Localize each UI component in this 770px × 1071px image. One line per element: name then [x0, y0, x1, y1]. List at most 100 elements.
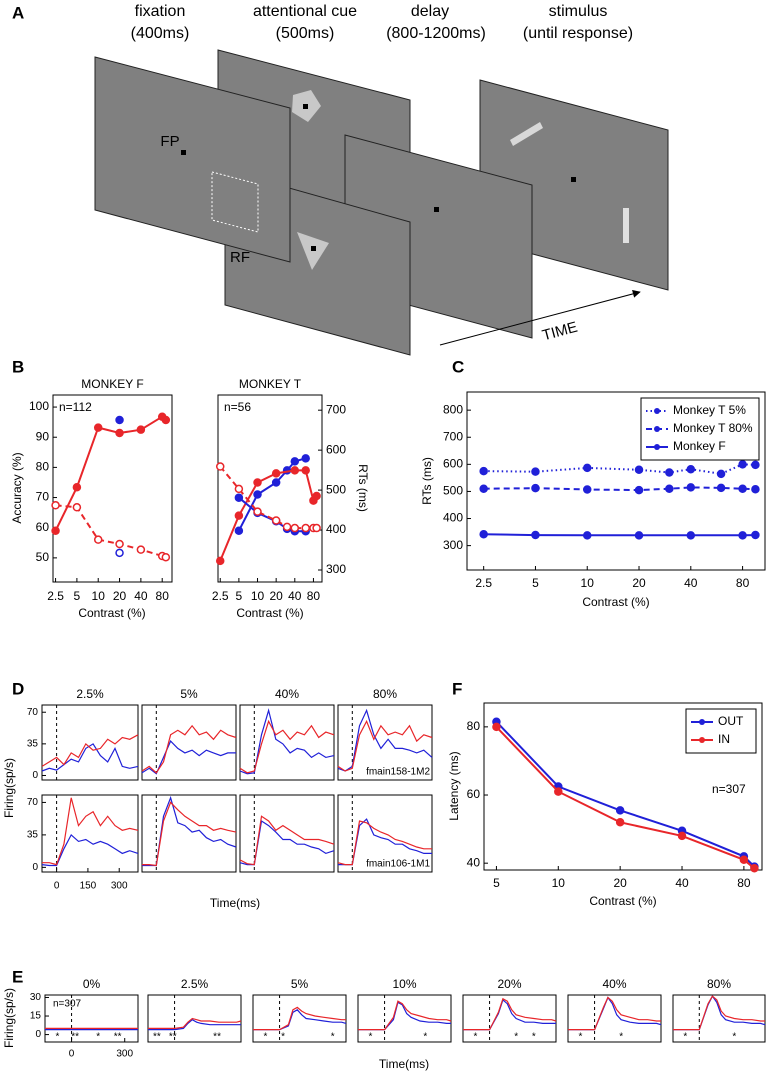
- data-point: [751, 485, 760, 494]
- data-point: [686, 531, 696, 540]
- subplot-title: 20%: [497, 977, 521, 991]
- plot-frame: [337, 704, 433, 781]
- x-tick-label: 10: [581, 576, 595, 590]
- data-point: [136, 545, 146, 554]
- y-axis-label: Firing(sp/s): [2, 758, 16, 818]
- subplot-title: 80%: [707, 977, 731, 991]
- subplot-title: MONKEY F: [81, 377, 143, 391]
- data-point: [301, 523, 310, 533]
- data-point: [234, 526, 244, 535]
- data-point: [615, 806, 625, 815]
- y-axis-label: Firing(sp/s): [2, 988, 16, 1048]
- data-point: [582, 463, 592, 473]
- series-line: [41, 743, 139, 772]
- plot-frame: [141, 704, 237, 781]
- y-tick-label: 100: [29, 399, 49, 413]
- x-tick-label: 2.5: [475, 576, 492, 590]
- plot-frame: [567, 994, 662, 1043]
- data-point: [492, 722, 501, 732]
- data-point: [161, 552, 171, 562]
- series-line: [358, 1000, 452, 1031]
- y-tick-label: 80: [36, 460, 50, 474]
- data-point: [582, 531, 592, 540]
- data-point: [738, 531, 747, 540]
- data-point: [686, 483, 696, 492]
- annotation: n=307: [53, 999, 82, 1010]
- data-point: [271, 516, 281, 525]
- data-point: [115, 428, 124, 438]
- significance-star: *: [532, 1032, 536, 1043]
- x-tick-label: 10: [251, 589, 265, 603]
- series-line: [239, 815, 335, 866]
- x-tick-label: 40: [684, 576, 698, 590]
- data-point: [634, 531, 644, 540]
- plot-frame: [462, 994, 557, 1043]
- x-tick-label: 5: [236, 589, 243, 603]
- x-axis-label: Contrast (%): [78, 606, 145, 620]
- data-point: [751, 530, 760, 540]
- subplot-title: 80%: [373, 687, 397, 701]
- y-tick-label: 300: [443, 538, 463, 552]
- data-point: [634, 465, 644, 475]
- data-point: [739, 855, 749, 865]
- subplot-title: 40%: [602, 977, 626, 991]
- x-tick-label: 20: [269, 589, 283, 603]
- data-point: [312, 523, 321, 533]
- series-line: [483, 533, 756, 537]
- stage-duration: (500ms): [276, 25, 335, 42]
- annotation: fmain106-1M1: [366, 859, 430, 870]
- data-point: [479, 529, 488, 539]
- rf-label: RF: [230, 249, 250, 266]
- data-point: [479, 466, 488, 476]
- data-point: [301, 466, 310, 475]
- y-tick-label: 400: [443, 511, 463, 525]
- series-line: [483, 463, 756, 475]
- data-point: [215, 462, 225, 471]
- data-point: [115, 548, 124, 558]
- series-line: [148, 1017, 242, 1029]
- series-line: [42, 797, 139, 866]
- data-point: [271, 469, 281, 478]
- data-point: [582, 485, 592, 494]
- series-line: [54, 415, 167, 532]
- series-line: [239, 719, 335, 774]
- significance-star: *: [423, 1032, 427, 1043]
- data-point: [93, 423, 103, 432]
- annotation: n=307: [712, 782, 746, 796]
- plot-frame: [41, 794, 139, 873]
- stage-label: fixation: [135, 3, 186, 20]
- significance-star: *: [368, 1032, 372, 1043]
- significance-star: *: [619, 1032, 623, 1043]
- series-line: [142, 801, 237, 867]
- screens: [94, 49, 669, 356]
- data-point: [253, 507, 262, 516]
- data-point: [115, 539, 124, 549]
- plot-frame: [357, 994, 452, 1043]
- data-point: [312, 491, 321, 501]
- y-tick-label: 0: [32, 862, 38, 873]
- x-tick-label: 0: [54, 881, 60, 892]
- series-line: [253, 1006, 346, 1031]
- stimulus-bar: [510, 122, 543, 146]
- plot-frame: [252, 994, 347, 1043]
- legend-box: [640, 397, 760, 461]
- fp-label: FP: [160, 133, 179, 150]
- data-point: [479, 484, 488, 493]
- x-tick-label: 80: [736, 576, 750, 590]
- fixation-point: [303, 104, 308, 109]
- significance-star: *: [55, 1032, 59, 1043]
- plot-frame: [239, 794, 335, 873]
- significance-star: *: [96, 1032, 100, 1043]
- x-tick-label: 20: [613, 876, 627, 890]
- data-point: [554, 787, 563, 796]
- y2-tick-label: 600: [326, 442, 346, 456]
- stage-duration: (until response): [523, 25, 633, 42]
- significance-star: *: [331, 1032, 335, 1043]
- data-point: [115, 415, 124, 425]
- plot-frame: [483, 702, 763, 871]
- plot-frame: [239, 704, 335, 781]
- plot-frame: [672, 994, 766, 1043]
- data-point: [665, 468, 674, 477]
- data-point: [716, 483, 726, 493]
